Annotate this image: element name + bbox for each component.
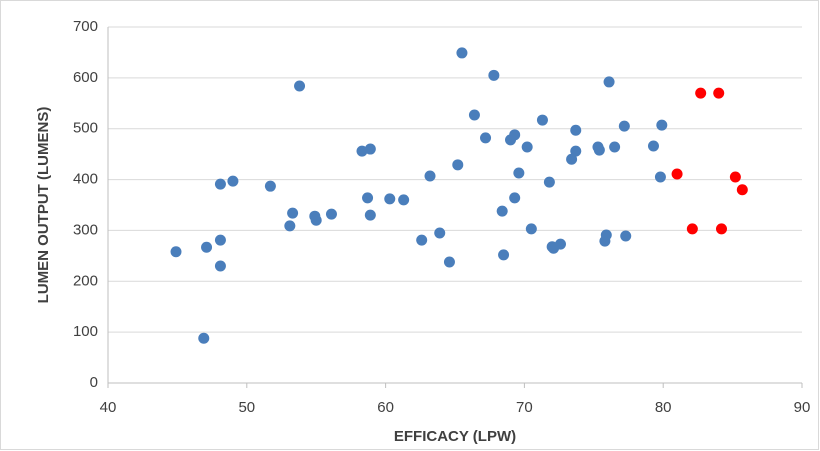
point [525,223,537,235]
x-tick-label: 70 [516,399,533,416]
point [214,178,226,190]
point [647,140,659,152]
y-tick-label: 200 [73,272,98,289]
point [198,332,210,344]
x-tick-label: 50 [238,399,255,416]
point [593,144,605,156]
point [570,124,582,136]
point [325,208,337,220]
point [443,256,455,268]
point [201,241,213,253]
point [424,170,436,182]
point [496,205,508,217]
point [214,260,226,272]
point [513,167,525,179]
point [554,238,566,250]
point [729,171,741,183]
point [287,207,299,219]
point [398,194,410,206]
point [671,168,683,180]
point [434,227,446,239]
point [656,119,668,131]
x-tick-label: 90 [794,399,811,416]
point [362,192,374,204]
point [452,159,464,171]
point [654,171,666,183]
y-tick-label: 500 [73,120,98,137]
point [498,249,510,261]
y-tick-label: 0 [90,374,98,391]
point [416,234,428,246]
point [618,120,630,132]
point [566,153,578,165]
point [227,175,239,187]
point [521,141,533,153]
point [364,209,376,221]
y-tick-label: 300 [73,221,98,238]
point [294,80,306,92]
point [736,184,748,196]
point [384,193,396,205]
point [715,223,727,235]
y-tick-label: 100 [73,323,98,340]
point [609,141,621,153]
x-tick-label: 80 [655,399,672,416]
point [600,229,612,241]
point [284,220,296,232]
point [310,214,322,226]
point [480,132,492,144]
point [456,47,468,59]
point [536,114,548,126]
point [364,143,376,155]
point [488,69,500,81]
point [214,234,226,246]
point [686,223,698,235]
y-axis-title: LUMEN OUTPUT (LUMENS) [35,107,52,304]
x-tick-label: 60 [377,399,394,416]
x-axis-title: EFFICACY (LPW) [394,428,516,445]
y-tick-label: 400 [73,171,98,188]
point [356,145,368,157]
y-tick-label: 600 [73,69,98,86]
point [603,76,615,88]
point [713,87,725,99]
point [695,87,707,99]
point [509,192,521,204]
point [543,176,555,188]
point [509,129,521,141]
point [570,145,582,157]
point [620,230,632,242]
y-tick-label: 700 [73,18,98,35]
x-tick-label: 40 [100,399,117,416]
point [264,180,276,192]
point [170,246,182,258]
point [468,109,480,121]
